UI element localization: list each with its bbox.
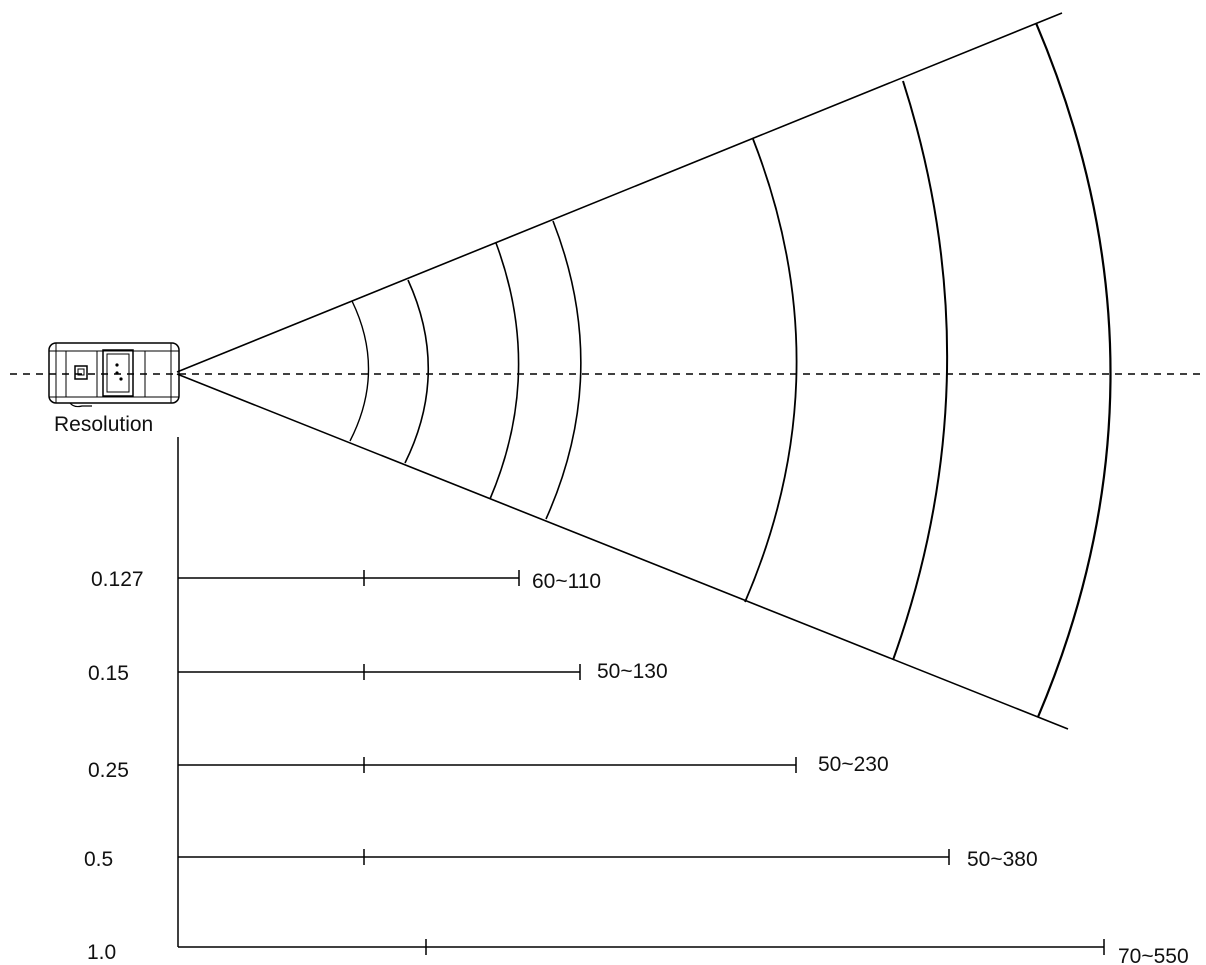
range-label: 60~110 [532, 570, 601, 593]
resolution-label: 0.127 [91, 568, 144, 591]
cone-lower-edge [176, 373, 1069, 730]
focus-arc-7 [1034, 22, 1112, 718]
focus-arc-2 [404, 279, 430, 464]
focus-arc-5 [744, 138, 798, 603]
focus-arc-3 [489, 242, 520, 500]
focus-arc-1 [349, 300, 370, 442]
focus-arc-6 [892, 80, 949, 661]
range-label: 50~230 [818, 753, 889, 776]
device-label: Resolution [54, 413, 153, 436]
scan-field-cone [176, 12, 1069, 730]
range-label: 50~380 [967, 848, 1038, 871]
focus-arc-4 [545, 220, 582, 520]
scanner-device-icon [48, 342, 180, 408]
range-label: 70~550 [1118, 945, 1189, 965]
range-bars: 0.127 60~110 0.15 50~130 0.25 50~230 0.5 [84, 568, 1189, 965]
range-row: 0.15 50~130 [88, 660, 668, 685]
cone-upper-edge [176, 12, 1063, 373]
resolution-label: 0.25 [88, 759, 129, 782]
resolution-label: 0.5 [84, 848, 113, 871]
range-row: 0.5 50~380 [84, 848, 1038, 871]
range-label: 50~130 [597, 660, 668, 683]
resolution-label: 0.15 [88, 662, 129, 685]
range-row: 1.0 70~550 [87, 939, 1189, 965]
resolution-label: 1.0 [87, 941, 116, 964]
range-row: 0.127 60~110 [91, 568, 601, 593]
focus-arcs [349, 22, 1112, 718]
range-row: 0.25 50~230 [88, 753, 889, 782]
